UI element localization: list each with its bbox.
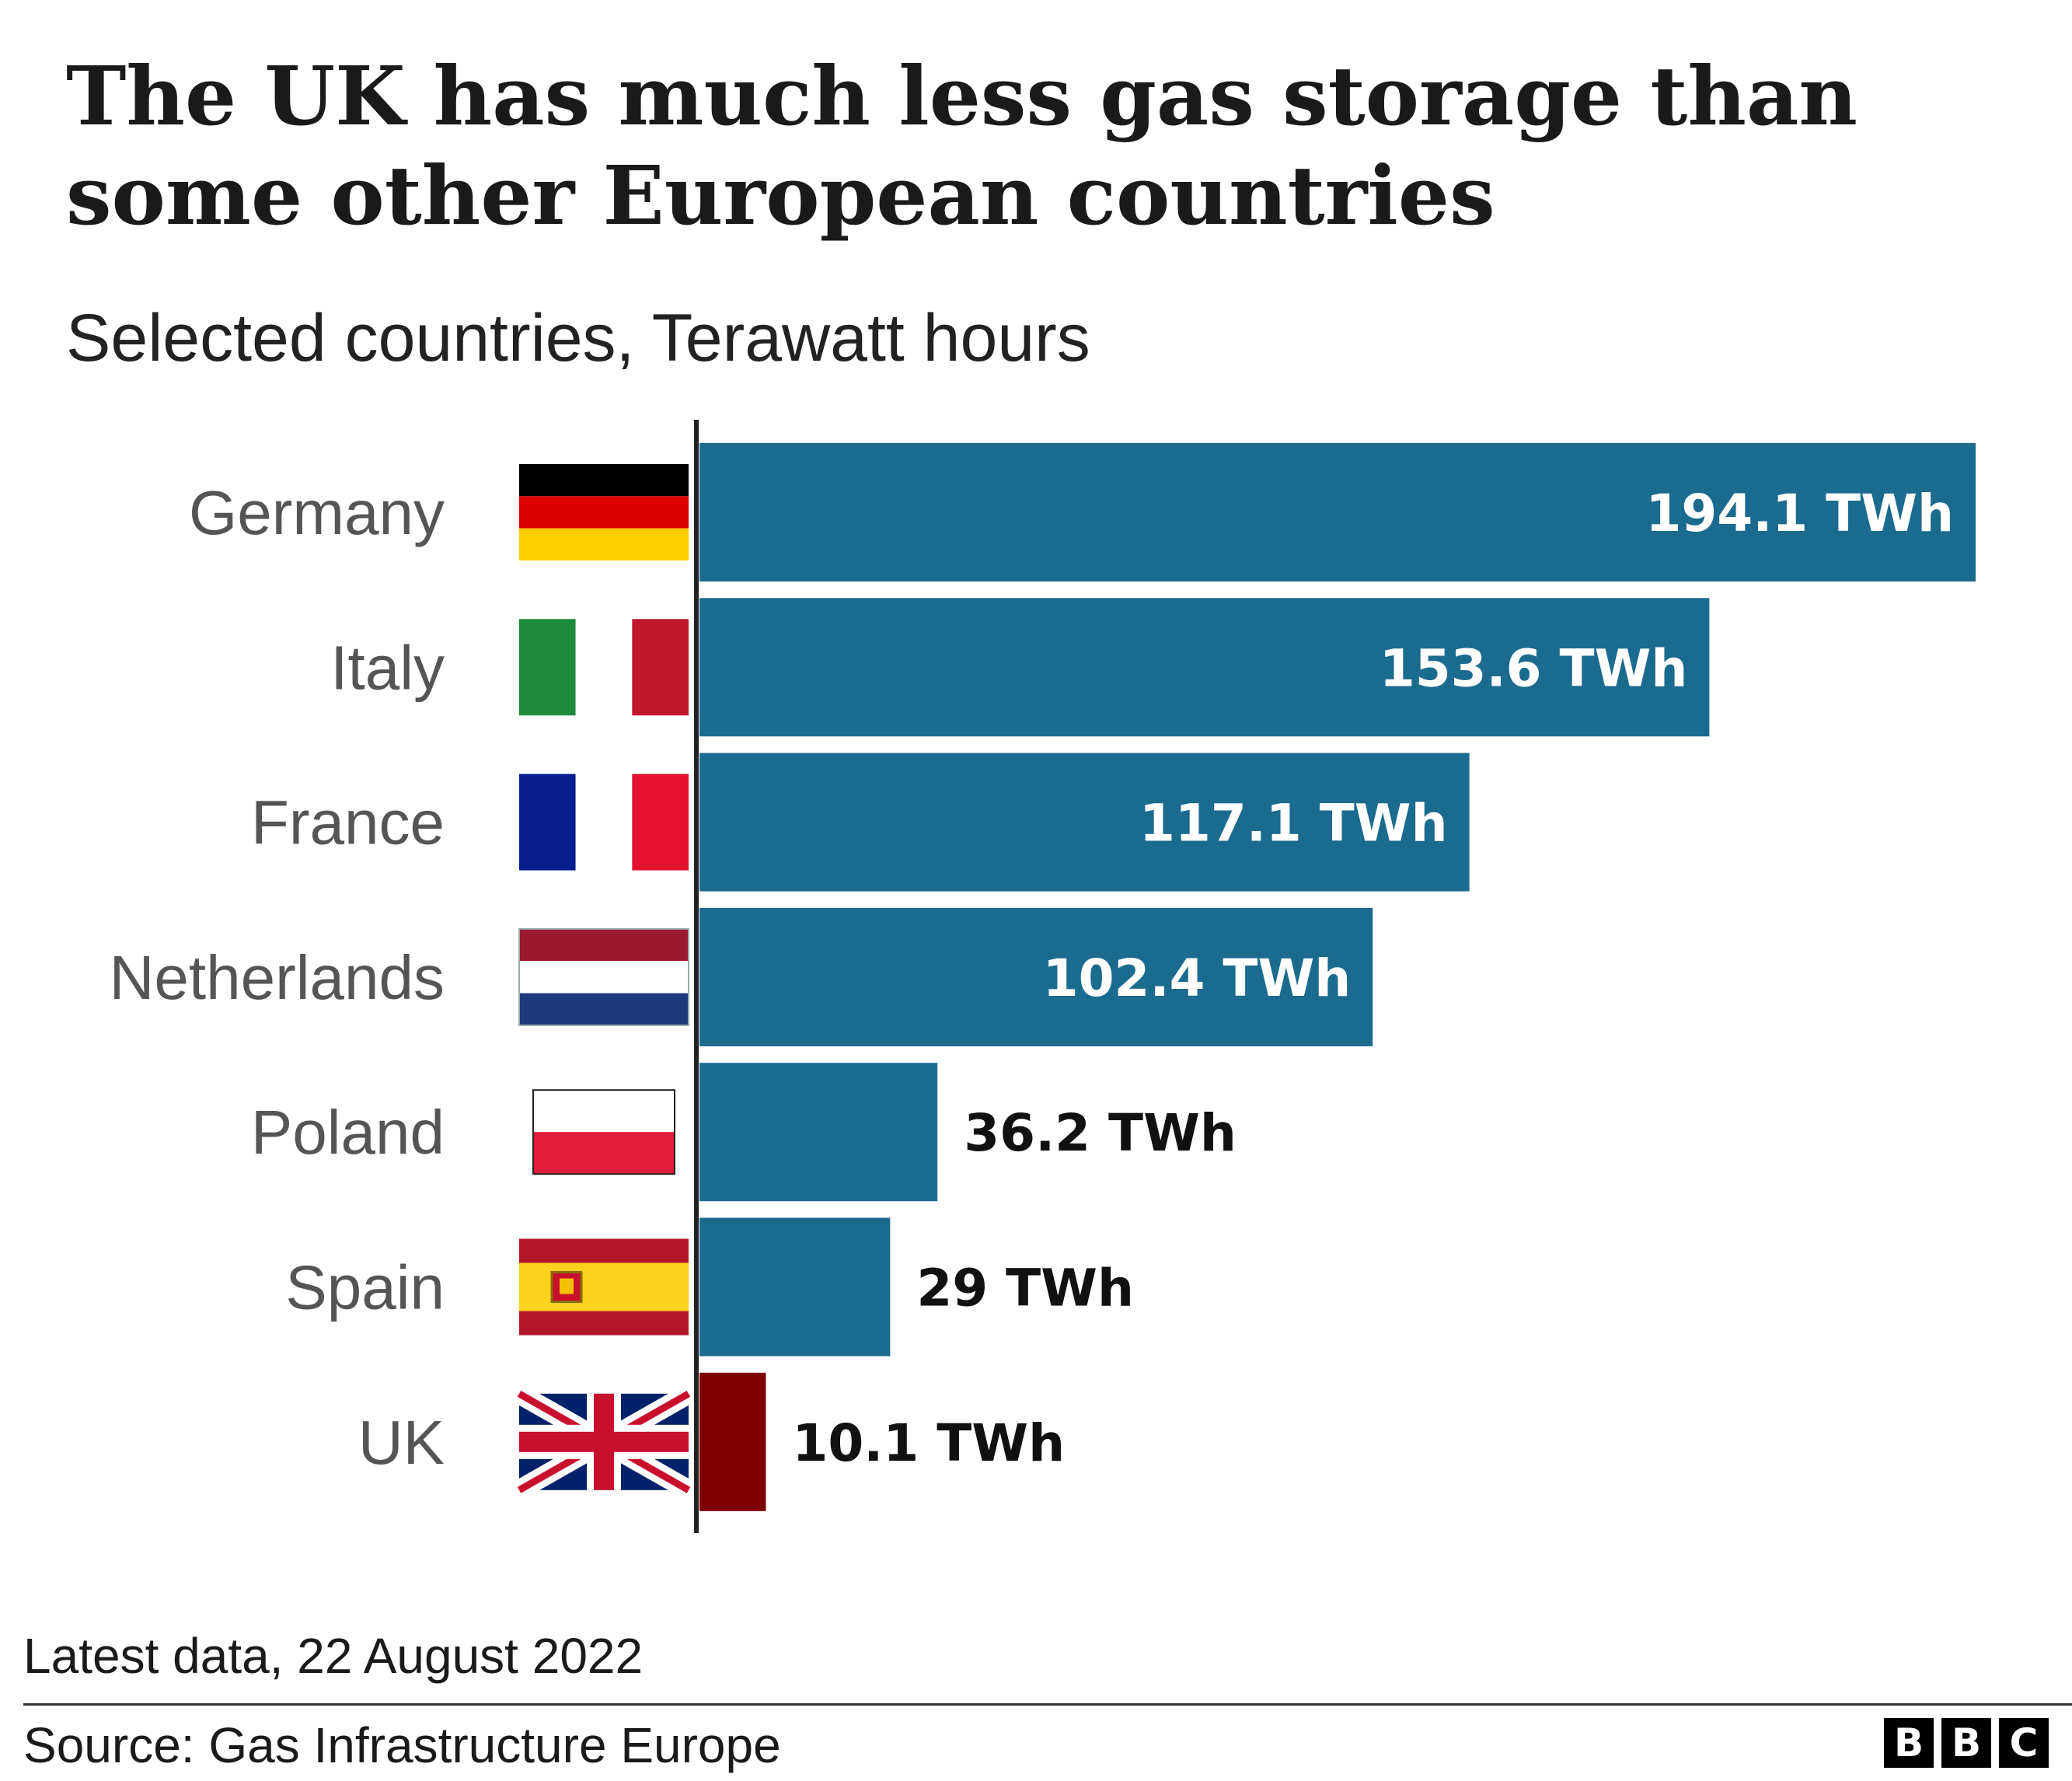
logo-letter: B [1941, 1718, 1991, 1768]
bar [699, 443, 1976, 581]
data-date-note: Latest data, 22 August 2022 [23, 1628, 644, 1684]
flag-cross [519, 1431, 689, 1452]
flag-stripe [519, 464, 689, 497]
category-label: UK [358, 1408, 445, 1477]
category-label: Spain [285, 1253, 445, 1322]
chart-subtitle: Selected countries, Terawatt hours [66, 301, 1090, 375]
bar-chart: Germany 194.1 TWh Italy 153.6 TWh France 117.… [0, 404, 2072, 1539]
italy-flag [519, 619, 689, 716]
bbc-logo: B B C [1884, 1718, 2049, 1768]
data-label: 29 TWh [916, 1259, 1134, 1318]
coat-of-arms-detail [560, 1278, 574, 1294]
uk-flag [514, 1385, 694, 1500]
bar [699, 1217, 891, 1357]
netherlands-flag [518, 927, 689, 1026]
category-label: Netherlands [110, 943, 445, 1012]
category-label: Poland [251, 1098, 445, 1167]
flag-stripe [632, 619, 689, 716]
flag-stripe [575, 774, 633, 871]
chart-title: The UK has much less gas storage than so… [66, 48, 1857, 243]
flag-stripe [533, 1090, 675, 1133]
flag-stripe [519, 1238, 689, 1263]
data-label: 153.6 TWh [1380, 638, 1688, 698]
spain-flag [519, 1238, 689, 1336]
bar [699, 1372, 766, 1511]
category-label: Germany [189, 478, 445, 547]
data-label: 194.1 TWh [1645, 484, 1954, 543]
data-label: 10.1 TWh [792, 1413, 1065, 1473]
chart-canvas: Germany 194.1 TWh Italy 153.6 TWh France 117.… [110, 420, 1976, 1533]
logo-letter: B [1884, 1718, 1934, 1768]
flag-stripe [519, 774, 576, 871]
category-label: Italy [330, 633, 445, 702]
bar [699, 907, 1373, 1046]
flag-stripe [519, 1311, 689, 1336]
flag-stripe [519, 961, 689, 994]
bar [699, 1063, 938, 1202]
flag-border [518, 927, 689, 1026]
flag-stripe [533, 1132, 675, 1175]
bar [699, 598, 1710, 737]
flag-stripe [519, 993, 689, 1025]
logo-letter: C [1999, 1718, 2049, 1768]
flag-stripe [519, 619, 576, 716]
poland-flag [532, 1089, 675, 1175]
flag-stripe [519, 1262, 689, 1311]
bar [699, 753, 1470, 892]
data-label: 117.1 TWh [1139, 794, 1448, 854]
flag-stripe [632, 774, 689, 871]
flag-border [532, 1089, 675, 1175]
flag-stripe [575, 619, 633, 716]
flag-stripe [519, 928, 689, 962]
flag-stripe [519, 528, 689, 560]
data-label: 36.2 TWh [964, 1103, 1237, 1163]
flag-stripe [519, 496, 689, 529]
germany-flag [519, 464, 689, 560]
source-note: Source: Gas Infrastructure Europe [23, 1717, 781, 1773]
data-label: 102.4 TWh [1043, 948, 1352, 1008]
footer-divider [23, 1703, 2072, 1706]
france-flag [519, 774, 689, 871]
category-label: France [251, 788, 445, 857]
